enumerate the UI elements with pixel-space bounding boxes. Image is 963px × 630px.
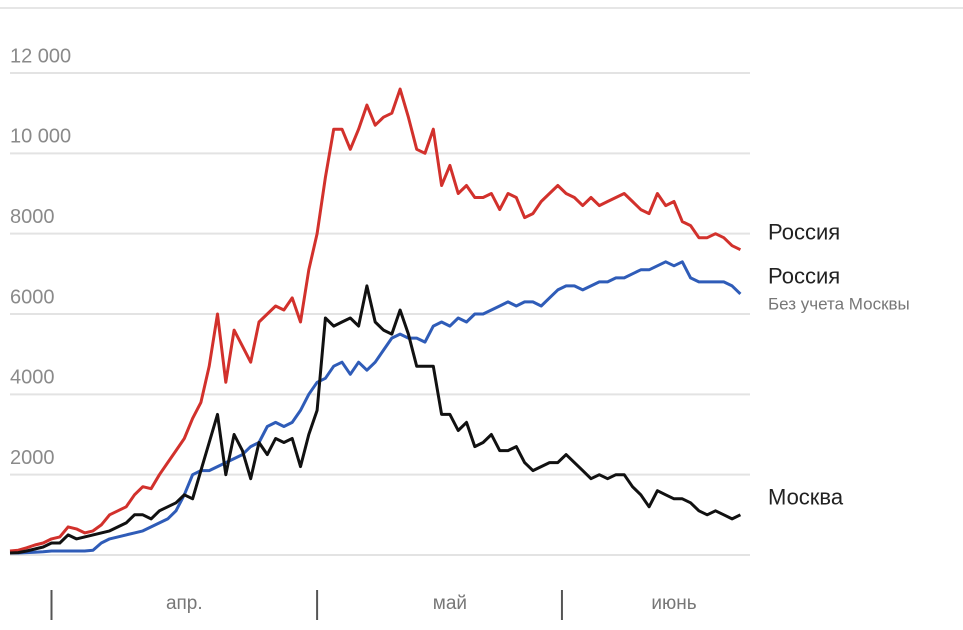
- series-label: Москва: [768, 485, 844, 510]
- x-tick-label: июнь: [651, 593, 696, 614]
- series-line: [9, 87, 742, 553]
- series-label: Россия: [768, 264, 840, 289]
- x-tick-label: май: [433, 593, 467, 614]
- series-label: Россия: [768, 220, 840, 245]
- series-line: [9, 284, 742, 555]
- series-subtitle: Без учета Москвы: [768, 294, 910, 313]
- y-tick-label: 8000: [10, 206, 55, 228]
- y-tick-label: 6000: [10, 286, 55, 308]
- y-tick-label: 2000: [10, 447, 55, 469]
- y-tick-label: 10 000: [10, 126, 71, 148]
- series-line: [10, 260, 742, 555]
- y-tick-label: 12 000: [10, 45, 71, 67]
- y-tick-label: 4000: [10, 367, 55, 389]
- x-tick-label: апр.: [166, 593, 203, 614]
